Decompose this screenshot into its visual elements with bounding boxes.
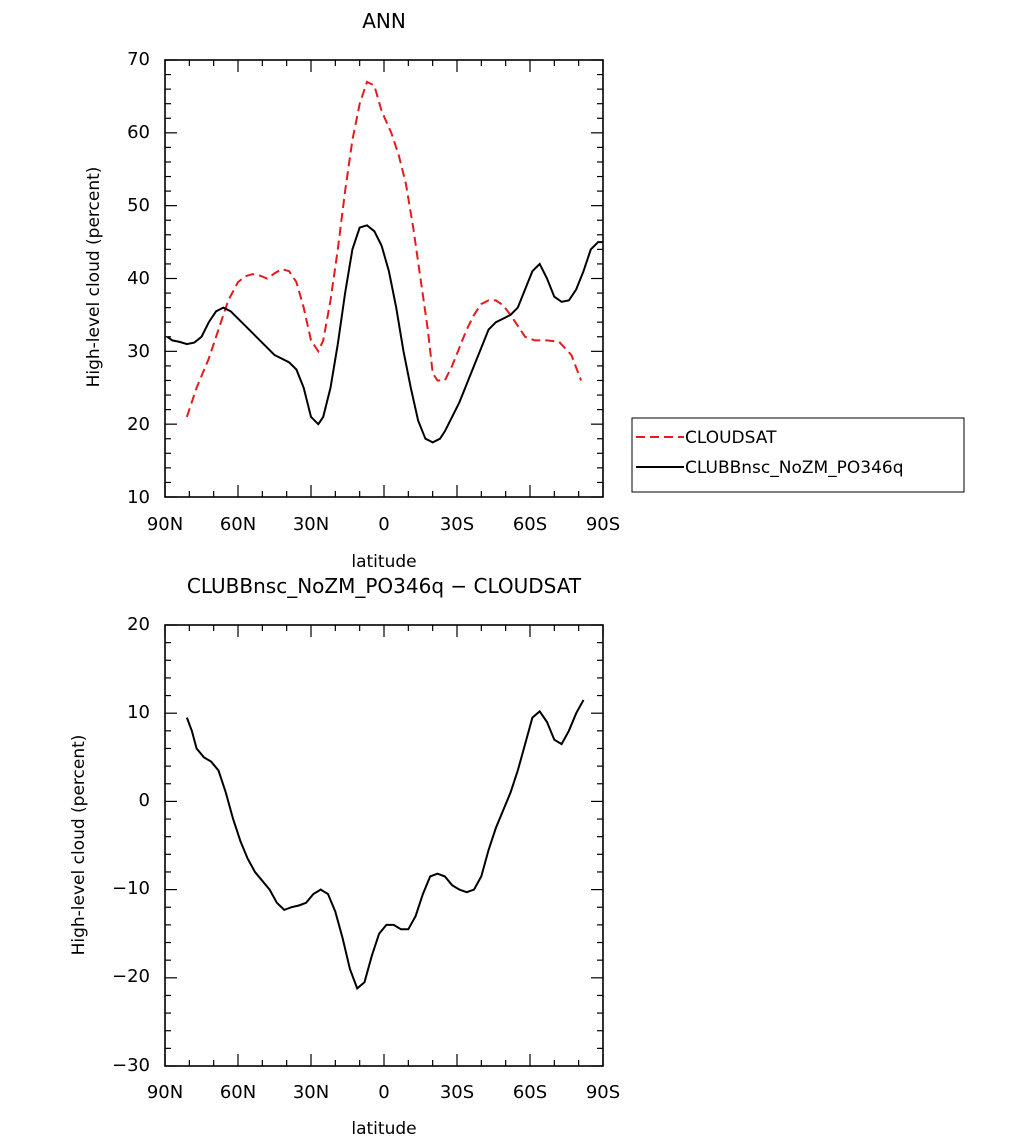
bottom-x-tick-label-30S: 30S xyxy=(440,1082,474,1103)
bottom-x-tick-label-90S: 90S xyxy=(586,1082,620,1103)
top-chart-plot-frame xyxy=(164,59,604,498)
top-chart-ticks xyxy=(164,59,604,498)
bottom-chart-ticks xyxy=(164,624,604,1067)
bottom-chart: CLUBBnsc_NoZM_PO346q − CLOUDSAT High-lev… xyxy=(69,574,620,1139)
top-y-tick-label-20: 20 xyxy=(127,414,150,435)
top-series-clubb-line xyxy=(166,224,603,444)
bottom-chart-y-axis-label: High-level cloud (percent) xyxy=(69,735,89,956)
top-series-cloudsat-line xyxy=(185,80,583,418)
legend: CLOUDSAT CLUBBnsc_NoZM_PO346q xyxy=(631,417,965,493)
top-chart-y-tick-labels: 10 20 30 40 50 60 70 xyxy=(127,49,150,508)
top-chart-y-axis-label: High-level cloud (percent) xyxy=(84,167,104,388)
bottom-y-tick-label-neg20: −20 xyxy=(112,966,150,987)
legend-box xyxy=(631,417,965,493)
bottom-chart-title: CLUBBnsc_NoZM_PO346q − CLOUDSAT xyxy=(187,574,582,598)
bottom-x-tick-label-30N: 30N xyxy=(293,1082,329,1103)
top-chart: ANN High-level cloud (percent) latitude … xyxy=(84,9,965,572)
top-chart-x-tick-labels: 90N 60N 30N 0 30S 60S 90S xyxy=(147,514,620,535)
bottom-y-tick-label-20: 20 xyxy=(127,614,150,635)
top-chart-x-axis-label: latitude xyxy=(351,552,416,572)
bottom-y-tick-label-0: 0 xyxy=(139,790,150,811)
bottom-chart-y-tick-labels: −30 −20 −10 0 10 20 xyxy=(112,614,150,1076)
top-chart-title: ANN xyxy=(362,9,406,33)
top-x-tick-label-90N: 90N xyxy=(147,514,183,535)
top-y-tick-label-60: 60 xyxy=(127,122,150,143)
legend-label-cloudsat: CLOUDSAT xyxy=(685,428,777,448)
top-x-tick-label-30S: 30S xyxy=(440,514,474,535)
top-y-tick-label-50: 50 xyxy=(127,195,150,216)
bottom-chart-plot-frame xyxy=(164,624,604,1067)
top-y-tick-label-70: 70 xyxy=(127,49,150,70)
bottom-x-tick-label-60N: 60N xyxy=(220,1082,256,1103)
bottom-x-tick-label-0: 0 xyxy=(378,1082,389,1103)
legend-label-clubb: CLUBBnsc_NoZM_PO346q xyxy=(685,458,904,478)
top-x-tick-label-0: 0 xyxy=(378,514,389,535)
top-y-tick-label-40: 40 xyxy=(127,268,150,289)
bottom-y-tick-label-neg10: −10 xyxy=(112,878,150,899)
top-y-tick-label-30: 30 xyxy=(127,341,150,362)
bottom-y-tick-label-neg30: −30 xyxy=(112,1055,150,1076)
bottom-y-tick-label-10: 10 xyxy=(127,702,150,723)
top-y-tick-label-10: 10 xyxy=(127,487,150,508)
bottom-x-tick-label-60S: 60S xyxy=(513,1082,547,1103)
bottom-chart-x-axis-label: latitude xyxy=(351,1119,416,1139)
bottom-series-difference-line xyxy=(185,699,585,991)
top-x-tick-label-90S: 90S xyxy=(586,514,620,535)
top-x-tick-label-60S: 60S xyxy=(513,514,547,535)
bottom-x-tick-label-90N: 90N xyxy=(147,1082,183,1103)
top-x-tick-label-60N: 60N xyxy=(220,514,256,535)
top-x-tick-label-30N: 30N xyxy=(293,514,329,535)
bottom-chart-x-tick-labels: 90N 60N 30N 0 30S 60S 90S xyxy=(147,1082,620,1103)
